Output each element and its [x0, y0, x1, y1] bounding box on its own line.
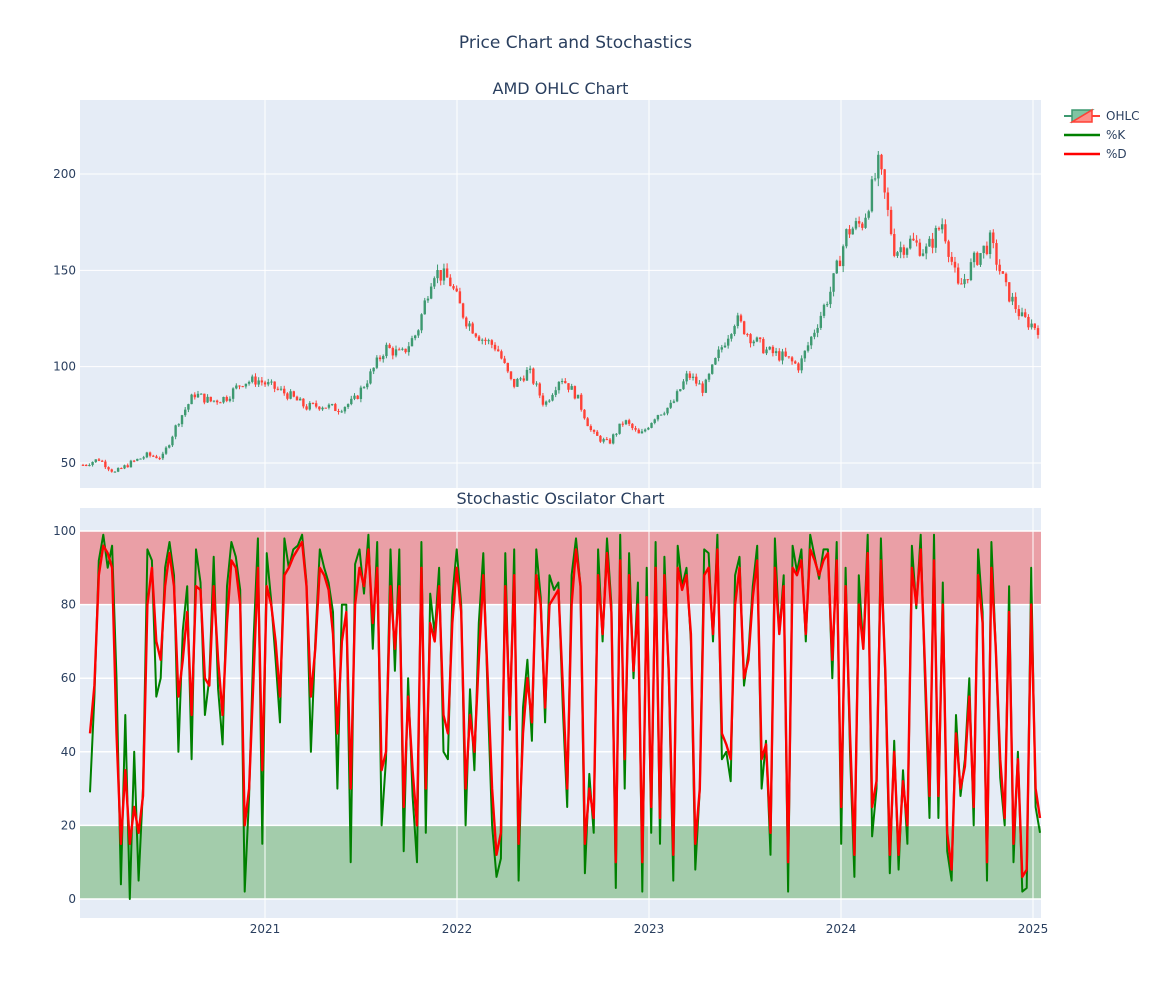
- legend-label-ohlc: OHLC: [1106, 108, 1140, 123]
- y-tick-label: 40: [61, 745, 76, 759]
- y-tick-label: 60: [61, 671, 76, 685]
- y-tick-label: 200: [53, 167, 76, 181]
- green-line-icon: [1064, 133, 1100, 136]
- ohlc-plot-area[interactable]: [80, 100, 1041, 488]
- legend-label-k: %K: [1106, 127, 1126, 142]
- oversold-band: [80, 825, 1041, 899]
- x-tick-label: 2023: [634, 922, 665, 936]
- overbought-band: [80, 531, 1041, 605]
- legend: OHLC %K %D: [1064, 106, 1140, 163]
- y-tick-label: 80: [61, 598, 76, 612]
- y-tick-label: 50: [61, 456, 76, 470]
- x-tick-label: 2024: [826, 922, 857, 936]
- x-tick-label: 2025: [1018, 922, 1049, 936]
- candlestick-icon: [1064, 108, 1100, 123]
- stochastic-plot-area[interactable]: [80, 508, 1042, 918]
- red-line-icon: [1064, 152, 1100, 155]
- y-tick-label: 20: [61, 818, 76, 832]
- x-tick-label: 2021: [250, 922, 281, 936]
- x-tick-label: 2022: [442, 922, 473, 936]
- y-tick-label: 0: [68, 892, 76, 906]
- stochastic-subplot-title: Stochastic Oscilator Chart: [456, 489, 665, 508]
- y-tick-label: 100: [53, 360, 76, 374]
- d-line: [88, 540, 1042, 879]
- figure-title: Price Chart and Stochastics: [458, 33, 693, 53]
- legend-item-ohlc[interactable]: OHLC: [1064, 106, 1140, 125]
- legend-label-d: %D: [1106, 146, 1127, 161]
- ohlc-subplot-title: AMD OHLC Chart: [492, 79, 629, 98]
- legend-item-d[interactable]: %D: [1064, 144, 1140, 163]
- y-tick-label: 100: [53, 524, 76, 538]
- legend-item-k[interactable]: %K: [1064, 125, 1140, 144]
- ohlc-background: [80, 100, 1041, 488]
- axes: 50 100 150 200 0 20 40 60 80 100 2021 2022 2023 2024 2…: [53, 167, 1048, 936]
- y-tick-label: 150: [53, 263, 76, 277]
